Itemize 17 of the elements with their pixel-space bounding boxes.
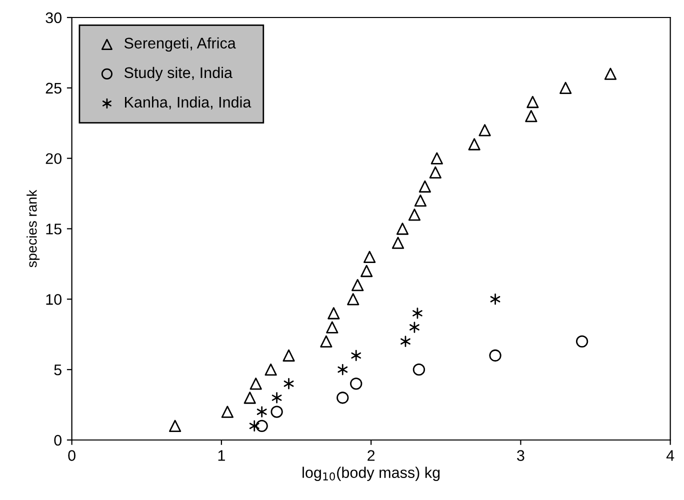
- legend-label: Study site, India: [124, 66, 232, 82]
- y-axis-title: species rank: [26, 190, 40, 268]
- y-tick-label: 10: [46, 294, 62, 305]
- legend-label: Kanha, India, India: [125, 96, 252, 110]
- y-tick-label: 5: [54, 364, 62, 376]
- y-tick-label: 20: [46, 153, 62, 164]
- y-tick-label: 15: [46, 224, 62, 234]
- x-axis-title: log$_{10}$(body mass) kg: [302, 466, 440, 481]
- y-tick-label: 0: [54, 434, 62, 446]
- y-tick-label: 25: [46, 82, 62, 94]
- legend-label: Serengeti, Africa: [124, 37, 236, 52]
- x-tick-label: 4: [666, 450, 674, 461]
- x-tick-label: 2: [368, 450, 375, 461]
- x-tick-label: 3: [517, 450, 524, 461]
- x-tick-label: 1: [218, 450, 225, 461]
- y-tick-label: 30: [46, 12, 62, 24]
- x-tick-label: 0: [68, 450, 76, 461]
